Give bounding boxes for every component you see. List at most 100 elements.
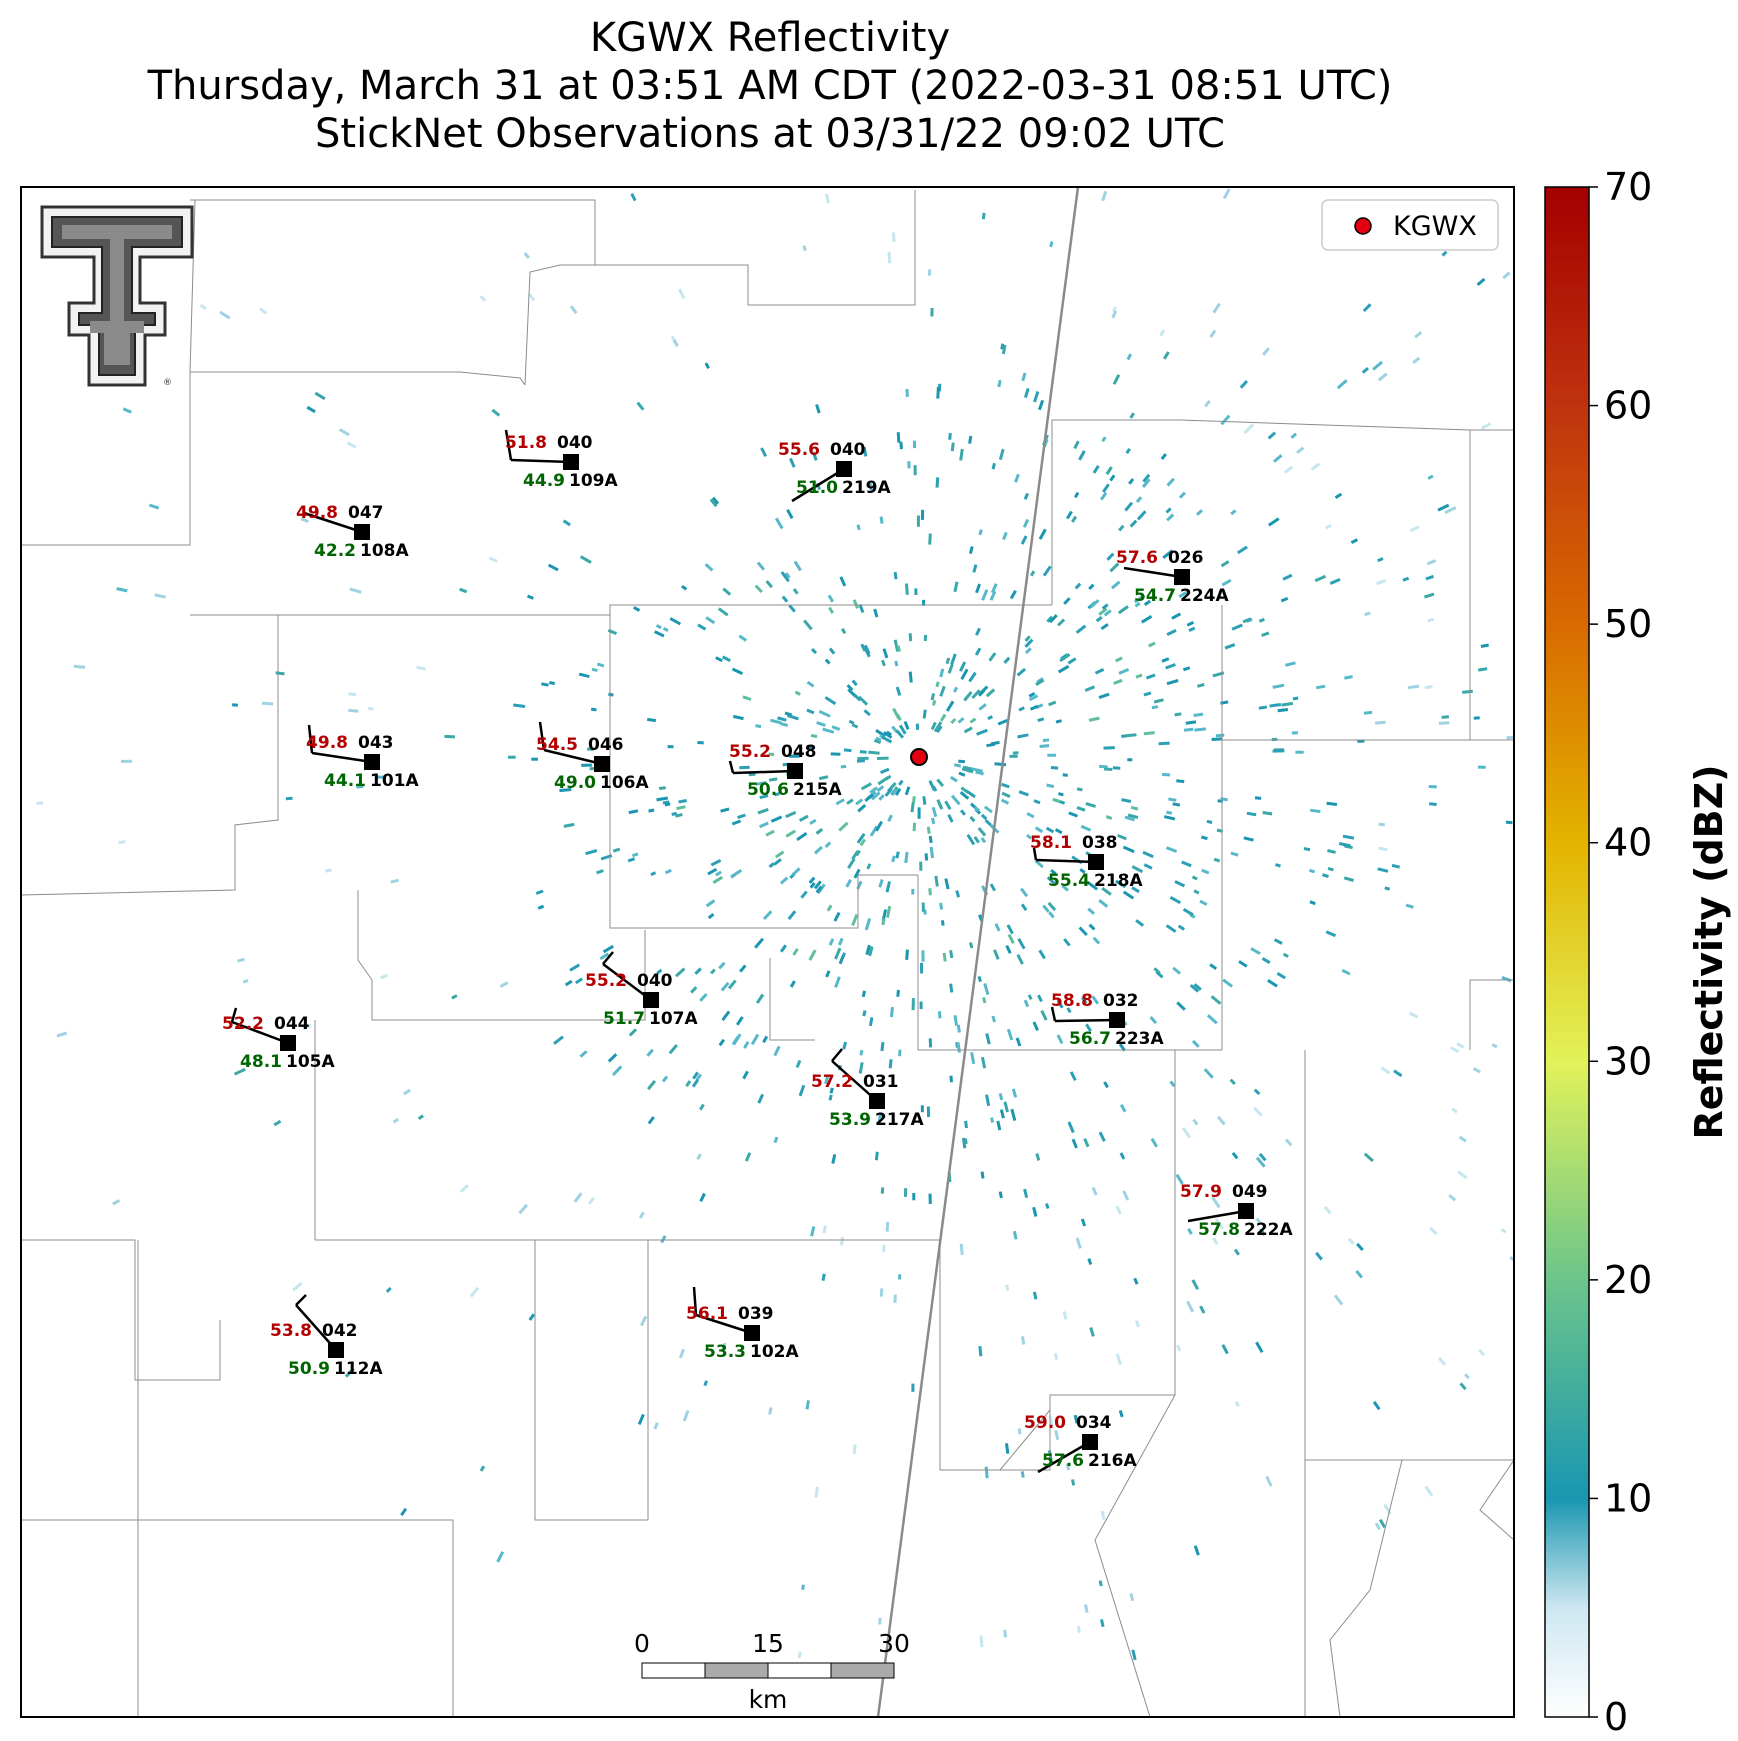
station-temperature: 54.5 — [536, 735, 578, 755]
station-pressure: 046 — [588, 735, 624, 755]
station-plot-217A: 57.2 031 53.9 217A — [811, 1048, 924, 1130]
wind-barb — [1054, 1018, 1118, 1023]
station-temperature: 57.6 — [1116, 548, 1158, 568]
wind-barb-feather — [504, 429, 513, 461]
wind-barb-feather — [1050, 1006, 1057, 1022]
scale-label-0: 0 — [634, 1629, 650, 1658]
scale-label-15: 15 — [752, 1629, 784, 1658]
station-marker — [836, 461, 852, 477]
stations-layer: 51.8 040 44.9 109A 55.6 040 51.0 219A 49.8 047 42.… — [222, 429, 1293, 1474]
station-temperature: 58.8 — [1051, 991, 1093, 1011]
scale-unit: km — [749, 1685, 788, 1714]
station-id: 216A — [1088, 1451, 1137, 1471]
station-id: 112A — [334, 1359, 383, 1379]
station-id: 107A — [649, 1009, 698, 1029]
station-dewpoint: 55.4 — [1048, 871, 1090, 891]
legend-label: KGWX — [1393, 211, 1477, 242]
station-marker — [787, 763, 803, 779]
wind-barb — [732, 769, 796, 775]
wind-barb-feather — [831, 1048, 843, 1062]
station-marker — [1174, 569, 1190, 585]
station-plot-222A: 57.9 049 57.8 222A — [1180, 1182, 1293, 1240]
wind-barb — [543, 748, 603, 766]
station-temperature: 55.6 — [778, 440, 820, 460]
wind-barb-feather — [728, 760, 735, 774]
radar-site-marker — [910, 748, 928, 766]
station-plot-215A: 55.2 048 50.6 215A — [728, 742, 842, 800]
wind-barb-feather — [538, 721, 546, 751]
station-plot-216A: 59.0 034 57.6 216A — [1024, 1413, 1137, 1474]
station-plot-219A: 55.6 040 51.0 219A — [778, 440, 891, 503]
map-subtitle-time: Thursday, March 31 at 03:51 AM CDT (2022… — [147, 63, 1393, 109]
wind-barb-feather — [230, 1007, 238, 1023]
station-id: 224A — [1180, 586, 1229, 606]
station-temperature: 59.0 — [1024, 1413, 1066, 1433]
station-pressure: 048 — [781, 742, 817, 762]
colorbar-tick-label: 70 — [1604, 165, 1652, 209]
wind-barb — [1187, 1209, 1247, 1223]
wind-barb — [231, 1020, 289, 1045]
wind-barb-feather — [1032, 847, 1038, 861]
station-plot-223A: 58.8 032 56.7 223A — [1050, 991, 1164, 1049]
colorbar-tick-label: 0 — [1604, 1695, 1628, 1739]
wind-barb — [303, 511, 363, 534]
station-id: 223A — [1115, 1029, 1164, 1049]
station-dewpoint: 50.9 — [288, 1359, 330, 1379]
station-dewpoint: 49.0 — [554, 773, 596, 793]
legend: KGWX — [1321, 199, 1499, 251]
station-id: 217A — [875, 1110, 924, 1130]
station-dewpoint: 53.9 — [829, 1110, 871, 1130]
station-id: 218A — [1094, 871, 1143, 891]
station-pressure: 044 — [274, 1014, 310, 1034]
colorbar-tick-label: 10 — [1604, 1476, 1652, 1520]
station-marker — [280, 1035, 296, 1051]
station-pressure: 049 — [1232, 1182, 1268, 1202]
station-marker — [594, 756, 610, 772]
wind-barb — [311, 751, 373, 764]
wind-barb-feather — [307, 724, 314, 754]
station-temperature: 49.8 — [296, 503, 338, 523]
station-plot-101A: 49.8 043 44.1 101A — [306, 724, 419, 791]
station-pressure: 026 — [1168, 548, 1204, 568]
wind-barb — [1037, 1440, 1091, 1474]
station-dewpoint: 51.0 — [796, 478, 838, 498]
station-marker — [364, 754, 380, 770]
wind-barb — [1035, 858, 1097, 864]
station-pressure: 032 — [1103, 991, 1139, 1011]
station-plot-108A: 49.8 047 42.2 108A — [296, 503, 409, 561]
station-pressure: 034 — [1076, 1413, 1112, 1433]
wind-barb-feather — [692, 1286, 698, 1316]
station-pressure: 043 — [358, 733, 394, 753]
station-temperature: 52.2 — [222, 1014, 264, 1034]
colorbar-gradient — [1544, 186, 1590, 1718]
map-title: KGWX Reflectivity — [589, 15, 951, 61]
colorbar: 0 10 20 30 40 50 60 70 Reflectivity (dBZ) — [1544, 165, 1731, 1739]
colorbar-tick-label: 50 — [1604, 602, 1652, 646]
colorbar-tick-label: 30 — [1604, 1039, 1652, 1083]
radar-reflectivity-layer — [36, 188, 1514, 1661]
station-pressure: 047 — [348, 503, 384, 523]
station-marker — [1088, 854, 1104, 870]
colorbar-label: Reflectivity (dBZ) — [1687, 764, 1731, 1139]
map-frame — [20, 186, 1515, 1718]
station-pressure: 040 — [830, 440, 866, 460]
station-id: 102A — [750, 1342, 799, 1362]
station-id: 219A — [842, 478, 891, 498]
station-pressure: 038 — [1082, 833, 1118, 853]
station-dewpoint: 44.1 — [324, 771, 366, 791]
station-marker — [563, 454, 579, 470]
station-temperature: 51.8 — [505, 433, 547, 453]
station-pressure: 040 — [637, 971, 673, 991]
station-dewpoint: 42.2 — [314, 541, 356, 561]
colorbar-tick-label: 60 — [1604, 384, 1652, 428]
station-id: 105A — [286, 1052, 335, 1072]
wind-barb — [695, 1313, 753, 1335]
station-dewpoint: 44.9 — [523, 471, 565, 491]
station-plot-105A: 52.2 044 48.1 105A — [222, 1007, 335, 1072]
station-id: 215A — [793, 780, 842, 800]
station-plot-107A: 55.2 040 51.7 107A — [585, 951, 698, 1029]
station-plot-102A: 56.1 039 53.3 102A — [686, 1286, 799, 1362]
station-dewpoint: 51.7 — [603, 1009, 645, 1029]
station-marker — [354, 524, 370, 540]
station-temperature: 58.1 — [1030, 833, 1072, 853]
